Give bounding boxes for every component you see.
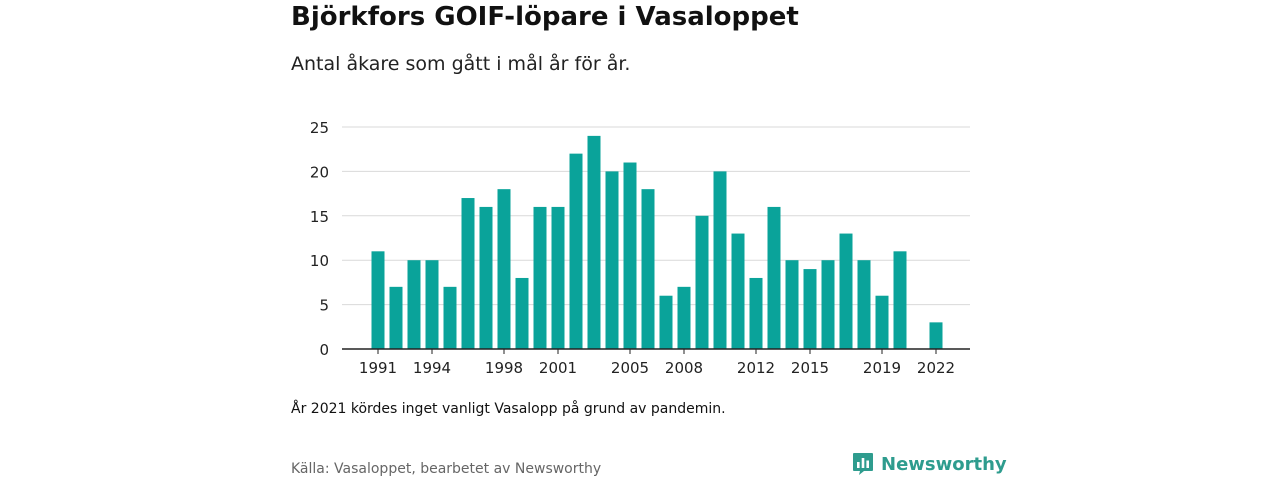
- newsworthy-logo-icon: [853, 453, 873, 475]
- bar-2010: [713, 171, 727, 349]
- bar-2019: [875, 295, 889, 349]
- bar-2009: [695, 215, 709, 349]
- bar-2015: [803, 269, 817, 349]
- bar-2005: [623, 162, 637, 349]
- x-tick-label: 2005: [611, 359, 649, 377]
- source-text: Källa: Vasaloppet, bearbetet av Newswort…: [291, 461, 602, 477]
- y-tick-label: 5: [319, 297, 329, 315]
- y-tick-label: 10: [310, 252, 329, 270]
- y-tick-label: 0: [319, 341, 329, 359]
- bar-2001: [551, 206, 565, 349]
- x-tick-label: 2019: [863, 359, 901, 377]
- y-tick-label: 25: [310, 119, 329, 137]
- bar-2016: [821, 260, 835, 349]
- bar-chart: 0 5 10 15 20 25 1991 1994 1998 2001 2005 2008 2012 2…: [310, 119, 970, 377]
- brand-name: Newsworthy: [881, 453, 1007, 475]
- y-tick-label: 15: [310, 208, 329, 226]
- bar-1993: [407, 260, 421, 349]
- x-tick-label: 2012: [737, 359, 775, 377]
- bar-2012: [749, 277, 763, 349]
- bar-2022: [929, 322, 943, 349]
- x-axis-tick-labels: 1991 1994 1998 2001 2005 2008 2012 2015 2019 2022: [359, 359, 955, 377]
- bar-2018: [857, 260, 871, 349]
- bar-2013: [767, 206, 781, 349]
- x-tick-label: 2015: [791, 359, 829, 377]
- bar-2003: [587, 135, 601, 349]
- bar-2002: [569, 153, 583, 349]
- bar-2000: [533, 206, 547, 349]
- bar-1994: [425, 260, 439, 349]
- x-tick-label: 1991: [359, 359, 397, 377]
- chart-title: Björkfors GOIF-löpare i Vasaloppet: [291, 2, 799, 32]
- bar-1991: [371, 251, 385, 349]
- y-tick-label: 20: [310, 163, 329, 181]
- bar-1995: [443, 286, 457, 349]
- bar-2011: [731, 233, 745, 349]
- bars: [371, 135, 943, 349]
- bar-2017: [839, 233, 853, 349]
- bar-2008: [677, 286, 691, 349]
- bar-2004: [605, 171, 619, 349]
- bar-1996: [461, 198, 475, 349]
- x-tick-label: 2008: [665, 359, 703, 377]
- x-tick-label: 2022: [917, 359, 955, 377]
- bar-1998: [497, 189, 511, 349]
- footnote: År 2021 kördes inget vanligt Vasalopp på…: [291, 401, 726, 417]
- x-tick-label: 1998: [485, 359, 523, 377]
- bar-1999: [515, 277, 529, 349]
- x-tick-label: 1994: [413, 359, 451, 377]
- bar-2014: [785, 260, 799, 349]
- chart-subtitle: Antal åkare som gått i mål år för år.: [291, 53, 631, 75]
- x-axis: [342, 348, 970, 354]
- bar-1992: [389, 286, 403, 349]
- x-tick-label: 2001: [539, 359, 577, 377]
- newsworthy-brand: Newsworthy: [852, 452, 1007, 476]
- bar-2007: [659, 295, 673, 349]
- bar-1997: [479, 206, 493, 349]
- bar-2006: [641, 189, 655, 349]
- y-axis-tick-labels: 0 5 10 15 20 25: [310, 119, 329, 359]
- bar-2020: [893, 251, 907, 349]
